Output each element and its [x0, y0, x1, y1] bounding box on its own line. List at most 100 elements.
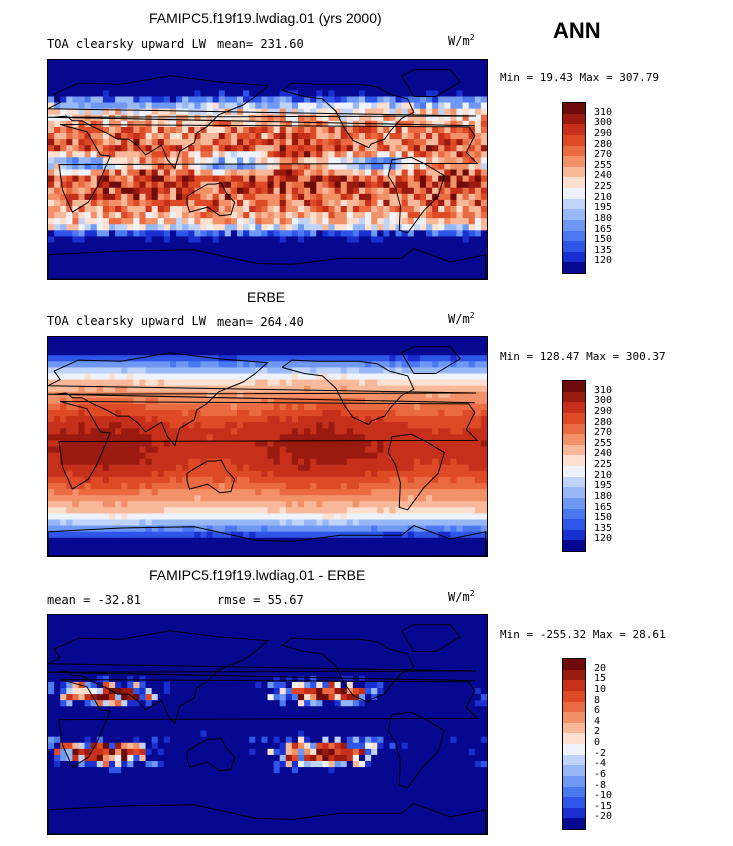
- map-cell: [328, 476, 336, 484]
- map-cell: [96, 373, 104, 381]
- map-cell: [304, 397, 311, 405]
- map-cell: [426, 403, 433, 411]
- map-cell: [480, 337, 487, 344]
- map-cell: [188, 242, 195, 250]
- map-cell: [413, 470, 421, 478]
- map-cell: [127, 139, 134, 146]
- map-cell: [72, 403, 80, 411]
- continent-outline: [48, 75, 477, 170]
- map-cell: [426, 224, 433, 231]
- map-cell: [133, 260, 141, 268]
- map-cell: [145, 212, 153, 219]
- map-cell: [316, 193, 323, 201]
- map-cell: [151, 212, 159, 219]
- map-cell: [450, 90, 458, 98]
- map-cell: [188, 72, 195, 79]
- map-cell: [139, 157, 147, 165]
- map-cell: [218, 391, 226, 399]
- map-cell: [346, 175, 354, 183]
- map-cell: [371, 391, 378, 399]
- map-cell: [273, 385, 281, 393]
- map-cell: [395, 139, 403, 146]
- map-cell: [279, 410, 287, 417]
- map-cell: [230, 452, 238, 460]
- map-cell: [407, 187, 415, 195]
- map-cell: [365, 373, 372, 381]
- map-cell: [224, 224, 232, 231]
- map-cell: [480, 373, 487, 381]
- map-cell: [102, 446, 110, 454]
- map-cell: [389, 422, 397, 429]
- map-cell: [346, 379, 354, 387]
- map-cell: [407, 452, 415, 460]
- map-cell: [401, 458, 409, 466]
- map-cell: [212, 199, 220, 207]
- map-cell: [249, 428, 256, 435]
- map-cell: [206, 175, 214, 183]
- map-cell: [139, 410, 147, 417]
- map-cell: [96, 355, 104, 362]
- map-cell: [176, 440, 183, 448]
- map-cell: [480, 145, 487, 152]
- map-cell: [60, 272, 67, 279]
- map-cell: [462, 403, 470, 411]
- map-cell: [413, 230, 421, 238]
- map-cell: [316, 440, 323, 448]
- map-cell: [255, 464, 263, 472]
- map-cell: [358, 187, 366, 195]
- map-cell: [389, 139, 397, 146]
- map-cell: [401, 349, 409, 356]
- map-cell: [224, 367, 232, 375]
- map-cell: [157, 133, 165, 140]
- map-cell: [468, 343, 476, 350]
- map-cell: [383, 206, 391, 213]
- map-cell: [285, 212, 293, 219]
- map-cell: [243, 272, 250, 279]
- map-cell: [310, 458, 317, 466]
- map-cell: [224, 403, 232, 411]
- map-cell: [169, 501, 177, 508]
- map-cell: [78, 169, 86, 177]
- map-cell: [383, 355, 391, 362]
- map-cell: [102, 464, 110, 472]
- map-cell: [145, 349, 153, 356]
- map-cell: [401, 157, 409, 165]
- map-cell: [54, 476, 61, 484]
- map-cell: [54, 501, 61, 508]
- map-cell: [358, 513, 366, 521]
- map-cell: [96, 361, 104, 369]
- map-cell: [456, 361, 464, 369]
- map-cell: [115, 507, 122, 515]
- map-cell: [310, 157, 317, 165]
- map-cell: [304, 193, 311, 201]
- map-cell: [267, 193, 275, 201]
- map-cell: [285, 531, 293, 539]
- map-cell: [218, 102, 226, 110]
- map-cell: [297, 434, 305, 442]
- map-cell: [328, 379, 336, 387]
- map-cell: [371, 157, 378, 165]
- map-cell: [267, 199, 275, 207]
- map-cell: [480, 108, 487, 116]
- map-cell: [365, 145, 372, 152]
- map-cell: [444, 397, 452, 405]
- map-cell: [157, 397, 165, 405]
- map-cell: [310, 379, 317, 387]
- map-cell: [316, 458, 323, 466]
- map-cell: [413, 272, 421, 279]
- map-cell: [218, 343, 226, 350]
- map-cell: [243, 72, 250, 79]
- map-cell: [438, 163, 445, 171]
- map-cell: [102, 90, 110, 98]
- map-cell: [121, 236, 128, 244]
- map-cell: [413, 163, 421, 171]
- map-cell: [395, 242, 403, 250]
- map-cell: [480, 260, 487, 268]
- map-cell: [444, 434, 452, 442]
- map-cell: [176, 254, 183, 262]
- map-cell: [230, 187, 238, 195]
- map-cell: [352, 349, 360, 356]
- map-cell: [127, 367, 134, 375]
- map-cell: [334, 343, 342, 350]
- map-cell: [322, 169, 330, 177]
